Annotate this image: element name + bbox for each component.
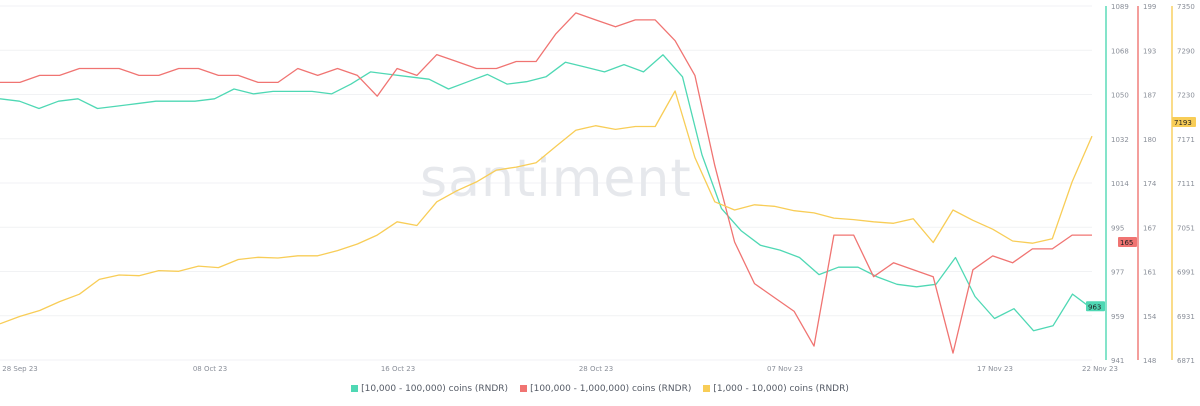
current-value-badge — [1172, 117, 1196, 128]
series-line — [0, 54, 1093, 332]
y-tick-label: 180 — [1143, 136, 1156, 144]
y-tick-label: 187 — [1143, 92, 1156, 100]
grid-lines — [0, 5, 1092, 361]
x-tick-label: 28 Sep 23 — [2, 365, 37, 373]
legend: [10,000 - 100,000) coins (RNDR) [100,000 … — [0, 384, 1200, 394]
y-tick-label: 977 — [1111, 269, 1124, 277]
y-axes: 1089 1068 1050 1032 1014 995 977 959 941 963 199 19… — [1086, 3, 1196, 365]
legend-item[interactable]: [10,000 - 100,000) coins (RNDR) — [351, 384, 508, 394]
x-tick-label: 07 Nov 23 — [767, 365, 803, 373]
x-tick-label: 08 Oct 23 — [193, 365, 227, 373]
y-tick-label: 6991 — [1177, 269, 1195, 277]
legend-label: [100,000 - 1,000,000) coins (RNDR) — [530, 384, 692, 394]
series-lines — [0, 12, 1093, 354]
y-tick-label: 6931 — [1177, 313, 1195, 321]
legend-swatch — [351, 385, 359, 392]
chart-canvas: santiment 1089 1068 1050 1032 1014 995 977 959 9… — [0, 3, 1196, 373]
y-tick-label: 1068 — [1111, 47, 1129, 55]
x-tick-label: 17 Nov 23 — [977, 365, 1013, 373]
y-tick-label: 7051 — [1177, 224, 1195, 232]
legend-swatch — [703, 385, 711, 392]
current-value-label: 7193 — [1174, 119, 1192, 127]
legend-item[interactable]: [100,000 - 1,000,000) coins (RNDR) — [520, 384, 691, 394]
x-axis-ticks: 28 Sep 23 08 Oct 23 16 Oct 23 28 Oct 23 07 N… — [2, 365, 1118, 373]
y-tick-label: 161 — [1143, 269, 1156, 277]
legend-swatch — [520, 385, 528, 392]
x-tick-label: 28 Oct 23 — [579, 365, 613, 373]
series-line — [0, 90, 1093, 325]
y-tick-label: 154 — [1143, 313, 1157, 321]
series-line — [0, 12, 1092, 354]
y-tick-label: 995 — [1111, 224, 1124, 232]
y-tick-label: 1014 — [1111, 180, 1129, 188]
x-tick-label: 16 Oct 23 — [381, 365, 415, 373]
current-value-badge — [1086, 301, 1105, 312]
legend-label: [10,000 - 100,000) coins (RNDR) — [361, 384, 509, 394]
y-tick-label: 148 — [1143, 357, 1156, 365]
y-tick-label: 7290 — [1177, 47, 1195, 55]
y-tick-label: 7171 — [1177, 136, 1195, 144]
legend-item[interactable]: [1,000 - 10,000) coins (RNDR) — [703, 384, 849, 394]
current-value-label: 165 — [1120, 239, 1133, 247]
y-tick-label: 6871 — [1177, 357, 1195, 365]
y-tick-label: 167 — [1143, 224, 1156, 232]
y-tick-label: 174 — [1143, 180, 1157, 188]
y-tick-label: 199 — [1143, 3, 1156, 11]
y-tick-label: 7350 — [1177, 3, 1195, 11]
y-tick-label: 1089 — [1111, 3, 1129, 11]
y-tick-label: 959 — [1111, 313, 1124, 321]
watermark: santiment — [420, 149, 692, 209]
current-value-label: 963 — [1088, 303, 1101, 311]
x-tick-label: 22 Nov 23 — [1082, 365, 1118, 373]
y-tick-label: 1050 — [1111, 92, 1129, 100]
y-tick-label: 7230 — [1177, 92, 1195, 100]
y-tick-label: 193 — [1143, 47, 1156, 55]
y-tick-label: 7111 — [1177, 180, 1195, 188]
current-value-badge — [1118, 237, 1137, 247]
legend-label: [1,000 - 10,000) coins (RNDR) — [713, 384, 849, 394]
y-tick-label: 1032 — [1111, 136, 1129, 144]
y-tick-label: 941 — [1111, 357, 1124, 365]
